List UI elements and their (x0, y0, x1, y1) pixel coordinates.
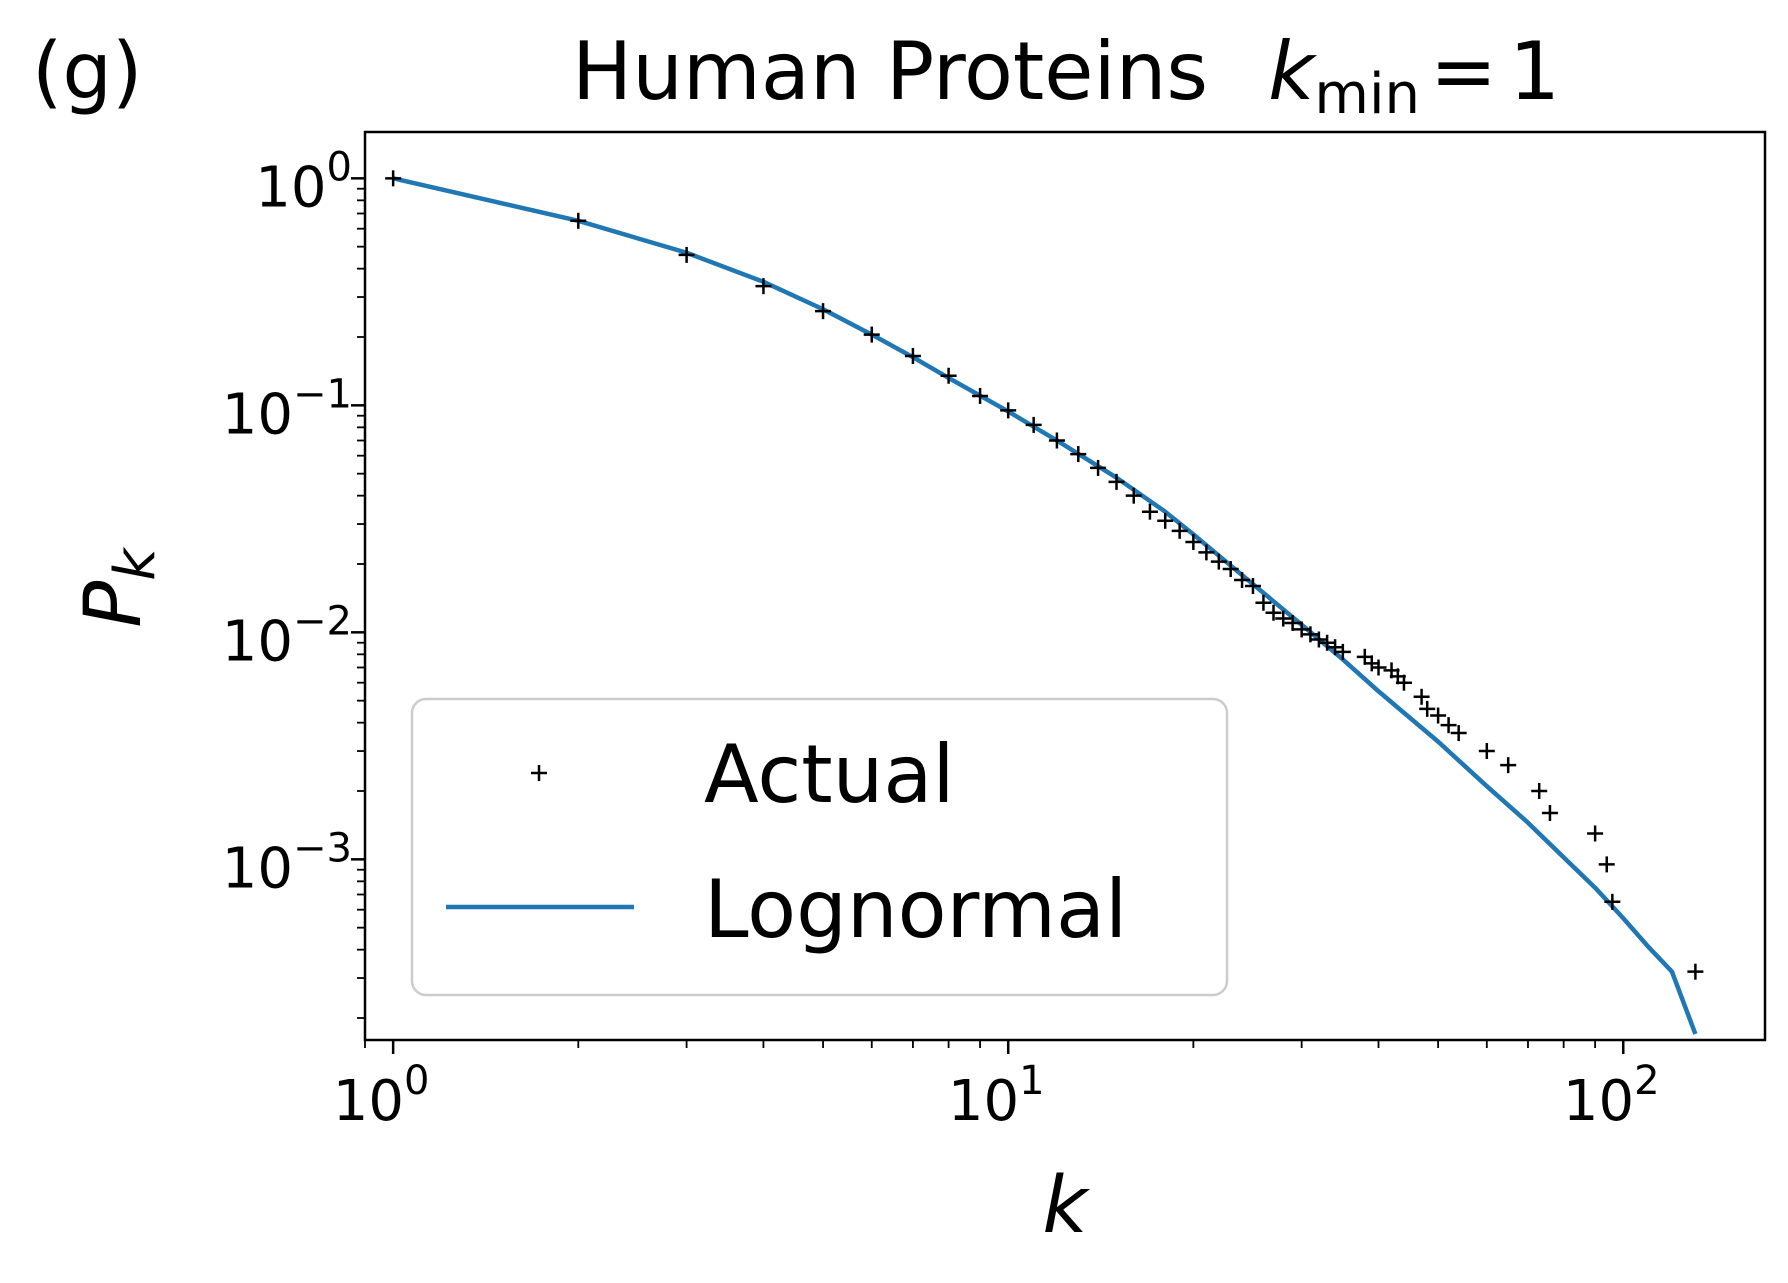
data-point-actual (1302, 626, 1319, 643)
panel-label: (g) (32, 27, 142, 117)
svg-text:Pk: Pk (69, 546, 168, 628)
data-point-actual (1478, 743, 1495, 760)
data-point-actual (1090, 459, 1107, 476)
data-point-actual (1531, 783, 1548, 800)
data-point-actual (1500, 757, 1517, 774)
y-tick-label: 10−2 (222, 598, 352, 674)
data-point-actual (904, 347, 921, 364)
data-point-actual (1025, 416, 1042, 433)
data-point-actual (1275, 610, 1292, 627)
legend-label-lognormal: Lognormal (704, 863, 1127, 956)
legend: Actual Lognormal (410, 697, 1229, 997)
data-point-actual (972, 387, 989, 404)
data-point-actual (1198, 544, 1215, 561)
y-axis: 100 10−1 10−2 10−3 (222, 144, 365, 1019)
data-point-actual (1244, 578, 1261, 594)
data-point-actual (1293, 621, 1310, 638)
y-axis-label-sub: k (103, 546, 168, 581)
axes-frame (363, 130, 1767, 1042)
plot-area (385, 170, 1704, 1035)
data-point-actual (1541, 805, 1558, 821)
data-point-actual (815, 303, 832, 320)
data-point-actual (1185, 534, 1202, 551)
data-point-actual (1598, 856, 1615, 873)
y-axis-label: Pk (69, 546, 168, 628)
x-tick-label: 102 (1563, 1058, 1660, 1134)
data-point-actual (940, 367, 957, 384)
data-point-actual (863, 326, 880, 343)
data-point-actual (1210, 553, 1227, 570)
x-axis: 100 101 102 (333, 1040, 1660, 1134)
data-point-actual (1419, 700, 1436, 717)
data-point-actual (1234, 572, 1251, 589)
data-point-actual (1048, 432, 1065, 449)
data-point-actual (1000, 402, 1017, 419)
data-point-actual (1604, 893, 1621, 910)
chart-title-value: 1 (1509, 25, 1560, 118)
chart-title-equals: = (1430, 25, 1497, 118)
legend-box (410, 697, 1229, 997)
x-tick-label: 101 (948, 1058, 1045, 1134)
x-axis-label: k (1042, 1161, 1090, 1251)
data-point-actual (1413, 688, 1430, 705)
data-point-actual (678, 246, 695, 263)
y-tick-label: 10−3 (222, 825, 352, 901)
data-point-actual (1255, 594, 1272, 611)
data-point-actual (385, 170, 402, 187)
data-point-actual (1587, 825, 1604, 842)
data-point-actual (1108, 473, 1125, 490)
data-point-actual (1450, 725, 1467, 742)
data-point-actual (1141, 503, 1158, 520)
chart-title-variable: k (1268, 25, 1317, 118)
data-point-actual (1265, 604, 1282, 621)
data-point-actual (1125, 487, 1142, 504)
y-tick-label: 10−1 (222, 371, 352, 447)
data-point-actual (755, 278, 772, 295)
data-point-actual (1222, 561, 1239, 578)
data-point-actual (570, 212, 587, 229)
data-point-actual (1430, 707, 1447, 724)
legend-label-actual: Actual (704, 728, 955, 821)
x-tick-label: 100 (333, 1058, 430, 1134)
chart-title-text: Human Proteins (572, 25, 1208, 118)
data-point-actual (1157, 512, 1174, 529)
data-point-actual (1284, 614, 1301, 631)
y-tick-label: 100 (255, 144, 352, 220)
series-line-lognormal (392, 176, 1698, 1035)
data-point-actual (1310, 631, 1327, 648)
data-point-actual (1334, 643, 1351, 660)
chart-title: Human Proteins kmin = 1 (572, 25, 1560, 127)
data-point-actual (1171, 522, 1188, 539)
data-point-actual (1370, 659, 1387, 676)
chart-title-subscript: min (1314, 62, 1420, 127)
legend-marker-actual (531, 765, 547, 781)
y-axis-label-main: P (69, 581, 159, 628)
data-point-actual (1440, 717, 1457, 734)
data-point-actual (1395, 674, 1412, 691)
data-point-actual (1687, 963, 1704, 980)
data-point-actual (1070, 446, 1087, 463)
